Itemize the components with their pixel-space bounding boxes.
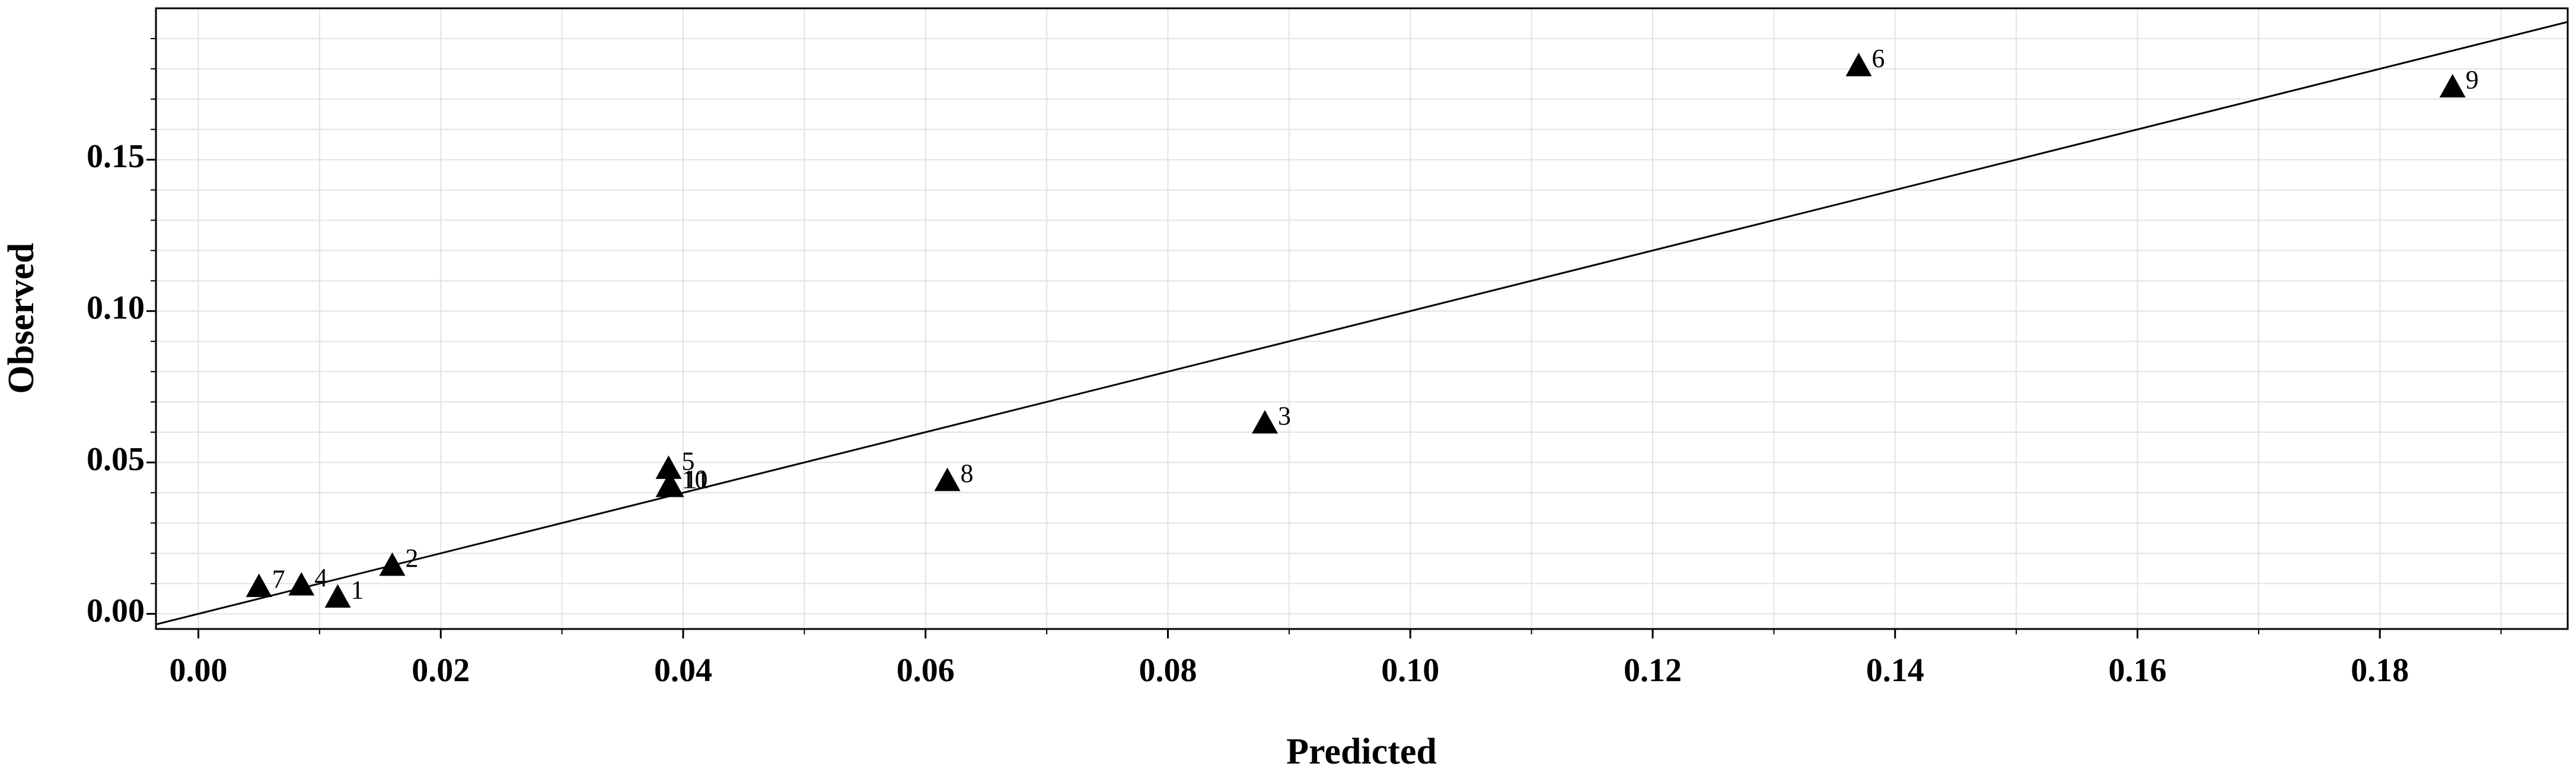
point-label: 11 [684,465,709,494]
x-tick-label: 0.12 [1624,652,1682,689]
point-label: 6 [1872,44,1885,73]
point [288,571,315,596]
point-label: 8 [961,459,974,488]
point-label: 1 [351,575,364,604]
identity-line [156,21,2568,625]
x-tick-label: 0.04 [654,652,712,689]
point [379,552,406,576]
point-label: 7 [272,565,285,594]
point [2439,74,2466,98]
point-label: 2 [406,544,419,573]
x-tick-label: 0.08 [1139,652,1197,689]
y-axis-title: Observed [1,243,42,394]
y-tick-label: 0.00 [87,592,145,629]
point-label: 10 [681,465,707,494]
point-label: 3 [1278,401,1291,430]
point [246,573,272,598]
x-tick-label: 0.14 [1866,652,1924,689]
x-axis-title: Predicted [1286,732,1437,772]
point [1845,53,1872,76]
point [934,467,961,491]
point-label: 5 [681,446,694,475]
point [655,455,682,479]
plot-frame [155,7,2569,630]
point [658,473,684,497]
x-tick-label: 0.18 [2351,652,2409,689]
x-tick-label: 0.16 [2108,652,2166,689]
x-tick-label: 0.06 [897,652,955,689]
x-tick-label: 0.10 [1381,652,1439,689]
x-tick-label: 0.02 [412,652,470,689]
y-tick-label: 0.05 [87,441,145,478]
point [324,584,351,608]
point-label: 4 [314,563,327,592]
x-tick-label: 0.00 [170,652,228,689]
y-tick-label: 0.10 [87,290,145,327]
point-label: 9 [2466,65,2479,94]
y-tick-label: 0.15 [87,138,145,175]
point [1252,410,1279,434]
